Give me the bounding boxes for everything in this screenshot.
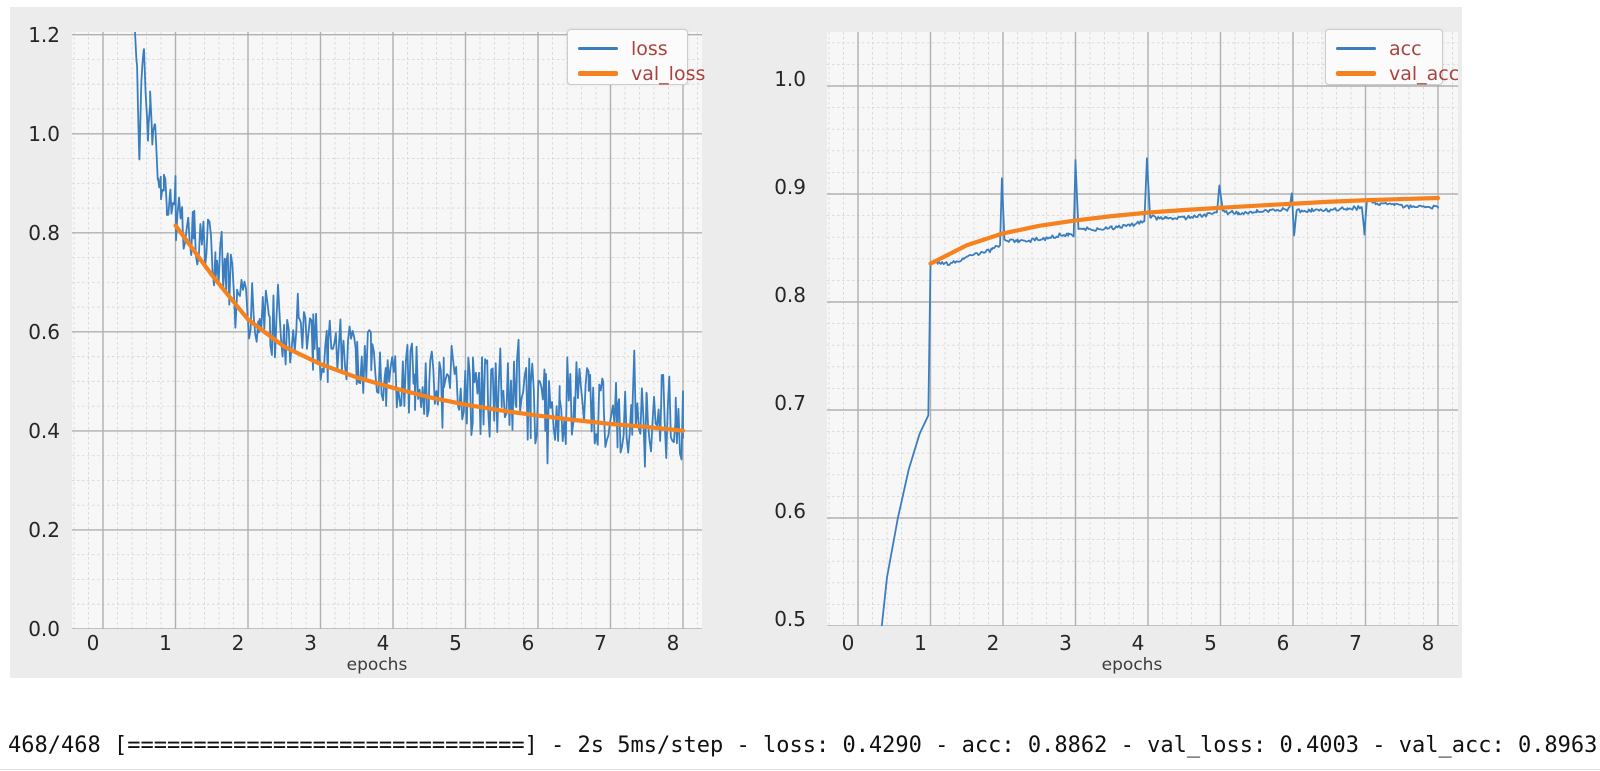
y-tick-label: 1.0 (28, 122, 60, 146)
console-line-progress-complete: 468/468 [==============================]… (8, 733, 1598, 758)
accuracy-chart-svg (827, 32, 1458, 626)
loss-plot-area (72, 32, 702, 629)
legend-label: val_acc (1389, 62, 1460, 85)
y-tick-label: 1.0 (774, 67, 806, 91)
x-tick-label: 5 (1204, 631, 1217, 655)
y-tick-label: 0.6 (774, 499, 806, 523)
y-tick-label: 0.8 (774, 283, 806, 307)
val-loss-line-swatch-icon (578, 71, 618, 76)
x-tick-label: 4 (1131, 631, 1145, 655)
x-tick-label: 2 (986, 631, 1000, 655)
x-tick-label: 3 (304, 631, 317, 655)
x-tick-label: 6 (521, 631, 535, 655)
accuracy-legend: acc val_acc (1325, 29, 1459, 86)
x-tick-label: 5 (449, 631, 462, 655)
x-tick-label: 8 (666, 631, 680, 655)
loss-chart-svg (72, 32, 702, 629)
accuracy-plot-area (827, 32, 1458, 626)
legend-label: acc (1389, 37, 1422, 60)
training-curves-figure: 1.2 1.0 0.8 0.6 0.4 0.2 0.0 0 1 2 3 4 5 … (10, 7, 1462, 678)
x-tick-label: 7 (594, 631, 607, 655)
loss-legend: loss val_loss (567, 29, 705, 86)
y-tick-label: 0.2 (28, 518, 60, 542)
legend-label: val_loss (631, 62, 706, 85)
x-axis-label: epochs (1101, 655, 1163, 675)
x-tick-label: 3 (1059, 631, 1072, 655)
x-tick-label: 2 (231, 631, 245, 655)
x-tick-label: 6 (1276, 631, 1290, 655)
x-tick-label: 0 (841, 631, 855, 655)
legend-row: loss (578, 36, 677, 61)
legend-row: val_acc (1336, 61, 1459, 86)
legend-row: val_loss (578, 61, 705, 86)
y-tick-label: 0.7 (774, 391, 806, 415)
acc-line-swatch-icon (1336, 46, 1376, 51)
console-output: 468/468 [==============================]… (8, 678, 1600, 771)
y-tick-label: 0.0 (28, 617, 60, 641)
y-tick-label: 0.4 (28, 419, 60, 443)
x-tick-label: 1 (914, 631, 927, 655)
x-tick-label: 0 (86, 631, 100, 655)
legend-row: acc (1336, 36, 1432, 61)
x-tick-label: 8 (1421, 631, 1435, 655)
val-acc-line-swatch-icon (1336, 71, 1376, 76)
y-tick-label: 0.8 (28, 221, 60, 245)
x-axis-label: epochs (346, 655, 408, 675)
loss-line-swatch-icon (578, 46, 618, 51)
y-tick-label: 0.6 (28, 320, 60, 344)
x-tick-label: 4 (376, 631, 390, 655)
x-tick-label: 1 (159, 631, 172, 655)
y-tick-label: 1.2 (28, 23, 60, 47)
y-tick-label: 0.5 (774, 607, 806, 631)
y-tick-label: 0.9 (774, 175, 806, 199)
legend-label: loss (631, 37, 668, 60)
x-tick-label: 7 (1349, 631, 1362, 655)
bottom-divider (0, 769, 1600, 770)
